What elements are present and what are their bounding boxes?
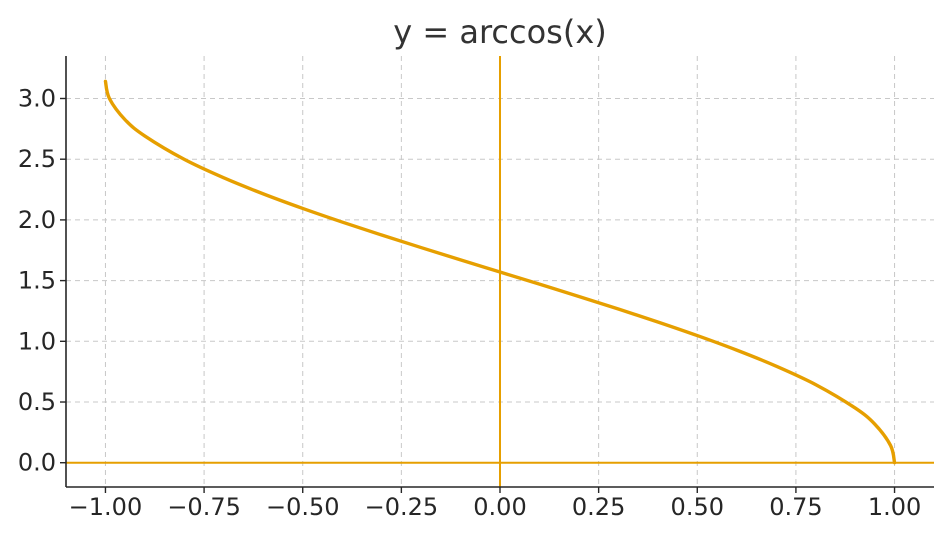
axes xyxy=(60,56,934,493)
x-tick-label-1: −0.75 xyxy=(167,493,241,521)
y-tick-label-4: 2.0 xyxy=(18,206,56,234)
y-tick-label-6: 3.0 xyxy=(18,84,56,112)
x-tick-label-3: −0.25 xyxy=(365,493,439,521)
series-line-0 xyxy=(103,79,897,465)
chart-title: y = arccos(x) xyxy=(393,13,607,51)
series-layer xyxy=(103,79,897,465)
x-tick-label-6: 0.50 xyxy=(671,493,724,521)
x-tick-label-5: 0.25 xyxy=(572,493,625,521)
y-tick-label-3: 1.5 xyxy=(18,267,56,295)
x-tick-label-4: 0.00 xyxy=(473,493,526,521)
tick-labels: −1.00 −0.75 −0.50 −0.25 0.00 0.25 0.50 0.75 1.00… xyxy=(18,84,921,521)
y-tick-label-0: 0.0 xyxy=(18,449,56,477)
y-tick-label-2: 1.0 xyxy=(18,327,56,355)
x-tick-label-8: 1.00 xyxy=(868,493,921,521)
x-tick-label-2: −0.50 xyxy=(266,493,340,521)
x-tick-label-7: 0.75 xyxy=(769,493,822,521)
y-tick-label-5: 2.5 xyxy=(18,145,56,173)
x-tick-label-0: −1.00 xyxy=(69,493,143,521)
y-tick-label-1: 0.5 xyxy=(18,388,56,416)
